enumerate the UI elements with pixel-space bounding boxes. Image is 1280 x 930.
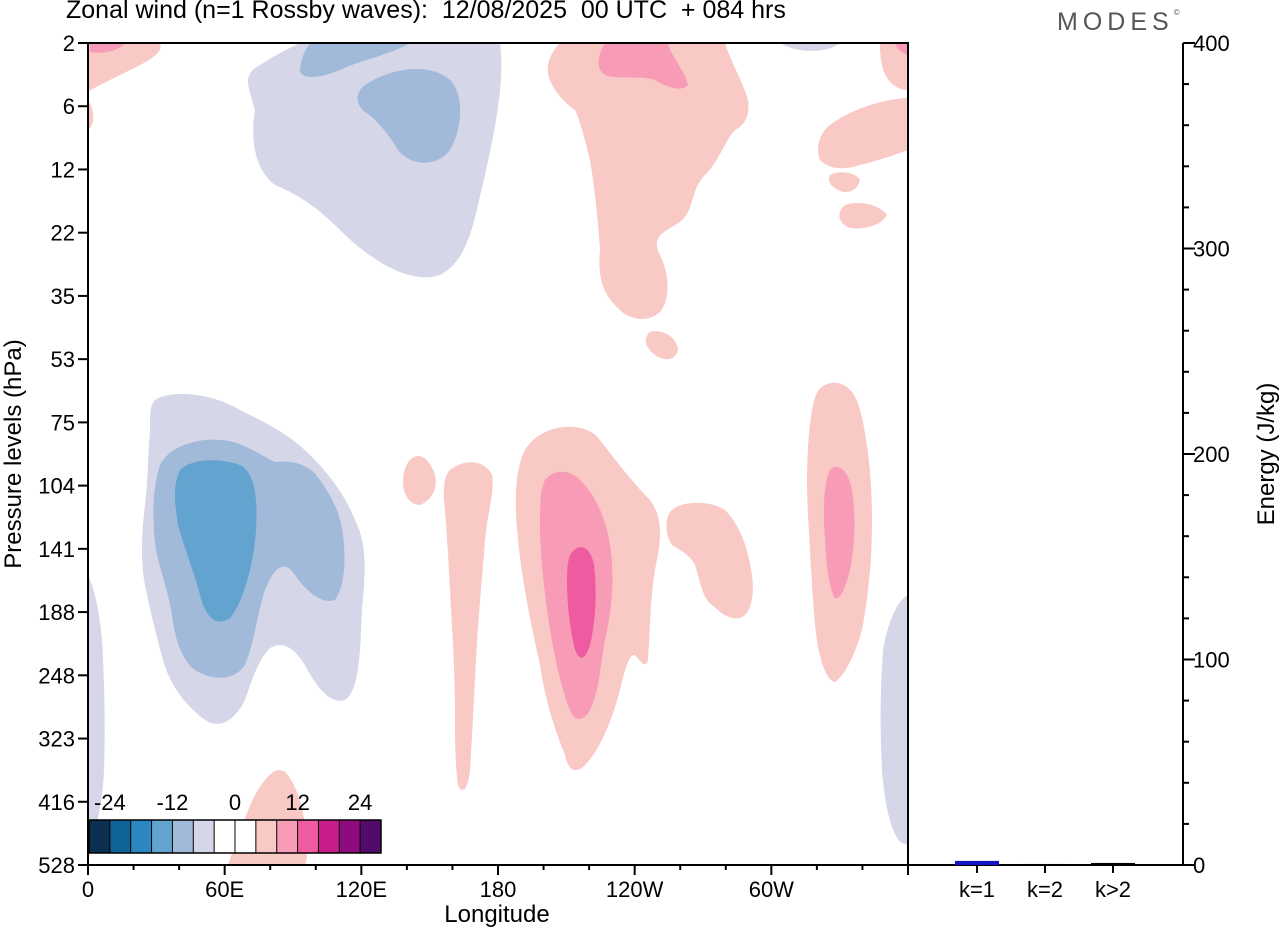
contour-pos-9b <box>823 466 855 599</box>
y-tick-label: 6 <box>63 94 75 119</box>
colorbar-label: -12 <box>157 790 189 815</box>
contour-neg-1b <box>300 43 410 78</box>
colorbar-swatch <box>214 820 235 853</box>
x-axis-title: Longitude <box>444 901 549 928</box>
contour-neg-1d <box>780 43 840 51</box>
contour-neg-1 <box>248 43 502 278</box>
colorbar-swatch <box>297 820 319 853</box>
y-tick-label: 323 <box>38 727 75 752</box>
modes-logo: MODES© <box>1057 8 1180 36</box>
contour-pos-1b <box>90 43 125 53</box>
y-axis-title: Pressure levels (hPa) <box>0 339 27 568</box>
energy-tick-label: 300 <box>1193 237 1230 262</box>
y-axis: 2 6 12 22 35 53 75 104 141 188 248 323 416 528 <box>38 31 88 878</box>
colorbar-swatch <box>360 820 381 853</box>
colorbar-frame <box>88 819 382 854</box>
contour-pos-3c <box>895 43 908 55</box>
colorbar-swatch <box>151 820 173 853</box>
chart-title: Zonal wind (n=1 Rossby waves): 12/08/202… <box>66 0 786 24</box>
y-tick-label: 2 <box>63 31 75 56</box>
colorbar-label: 0 <box>229 790 241 815</box>
x-tick-label: 120E <box>336 877 387 902</box>
contour-pos-2b <box>598 43 688 89</box>
energy-bar <box>1091 862 1135 865</box>
colorbar-swatch <box>339 820 361 853</box>
energy-axis-title: Energy (J/kg) <box>1253 383 1280 526</box>
contour-neg-4 <box>880 595 908 845</box>
contour-pos-1c <box>88 100 94 130</box>
energy-bar <box>955 860 999 865</box>
energy-bar <box>1023 863 1067 866</box>
x-tick-label: 60E <box>205 877 244 902</box>
colorbar-swatch <box>276 820 298 853</box>
contour-pos-3d <box>828 172 860 192</box>
energy-tick-label: 100 <box>1193 648 1230 673</box>
energy-tick-label: 0 <box>1193 853 1205 878</box>
y-tick-label: 75 <box>51 410 75 435</box>
contour-pos-3 <box>818 98 908 169</box>
colorbar-swatch <box>235 820 256 853</box>
colorbar: -24 -12 0 12 24 <box>88 790 382 854</box>
energy-tick-label: 400 <box>1193 31 1230 56</box>
colorbar-swatch <box>130 820 152 853</box>
y-tick-label: 141 <box>38 537 75 562</box>
x-axis: 0 60E 120E 180 120W 60W <box>82 865 909 902</box>
contour-pos-7c <box>567 547 596 658</box>
colorbar-swatch <box>193 820 215 853</box>
contour-pos-2c <box>645 331 678 360</box>
energy-cat-label: k=1 <box>959 877 995 902</box>
contour-neg-2c <box>174 460 257 622</box>
colorbar-swatch <box>255 820 277 853</box>
energy-cat-label: k=2 <box>1027 877 1063 902</box>
y-tick-label: 188 <box>38 600 75 625</box>
contour-pos-6 <box>443 462 493 790</box>
contour-pos-5 <box>403 455 436 505</box>
colorbar-label: -24 <box>94 790 126 815</box>
y-tick-label: 22 <box>51 221 75 246</box>
y-tick-label: 35 <box>51 284 75 309</box>
colorbar-swatch <box>109 820 131 853</box>
y-tick-label: 104 <box>38 474 75 499</box>
contour-pos-2 <box>547 43 749 319</box>
contour-pos-1 <box>88 43 161 92</box>
x-tick-label: 180 <box>480 877 517 902</box>
colorbar-swatch <box>318 820 340 853</box>
y-tick-label: 248 <box>38 663 75 688</box>
y-tick-label: 528 <box>38 853 75 878</box>
y-tick-label: 12 <box>51 157 75 182</box>
colorbar-swatch <box>89 820 110 853</box>
energy-cat-label: k>2 <box>1095 877 1131 902</box>
contour-neg-1c <box>357 69 461 163</box>
energy-tick-label: 200 <box>1193 442 1230 467</box>
contour-field <box>88 43 908 865</box>
contour-pos-3e <box>839 203 887 229</box>
y-tick-label: 53 <box>51 347 75 372</box>
energy-bars: k=1 k=2 k>2 <box>955 860 1135 902</box>
contour-neg-3 <box>88 575 105 860</box>
energy-axis: 0 100 200 300 400 <box>1183 31 1230 878</box>
x-tick-label: 60W <box>749 877 794 902</box>
colorbar-label: 12 <box>285 790 309 815</box>
colorbar-label: 24 <box>348 790 372 815</box>
x-tick-label: 120W <box>606 877 664 902</box>
contour-pos-8 <box>666 502 753 619</box>
x-tick-label: 0 <box>82 877 94 902</box>
y-tick-label: 416 <box>38 790 75 815</box>
contour-pos-3b <box>880 43 908 90</box>
colorbar-swatch <box>172 820 194 853</box>
